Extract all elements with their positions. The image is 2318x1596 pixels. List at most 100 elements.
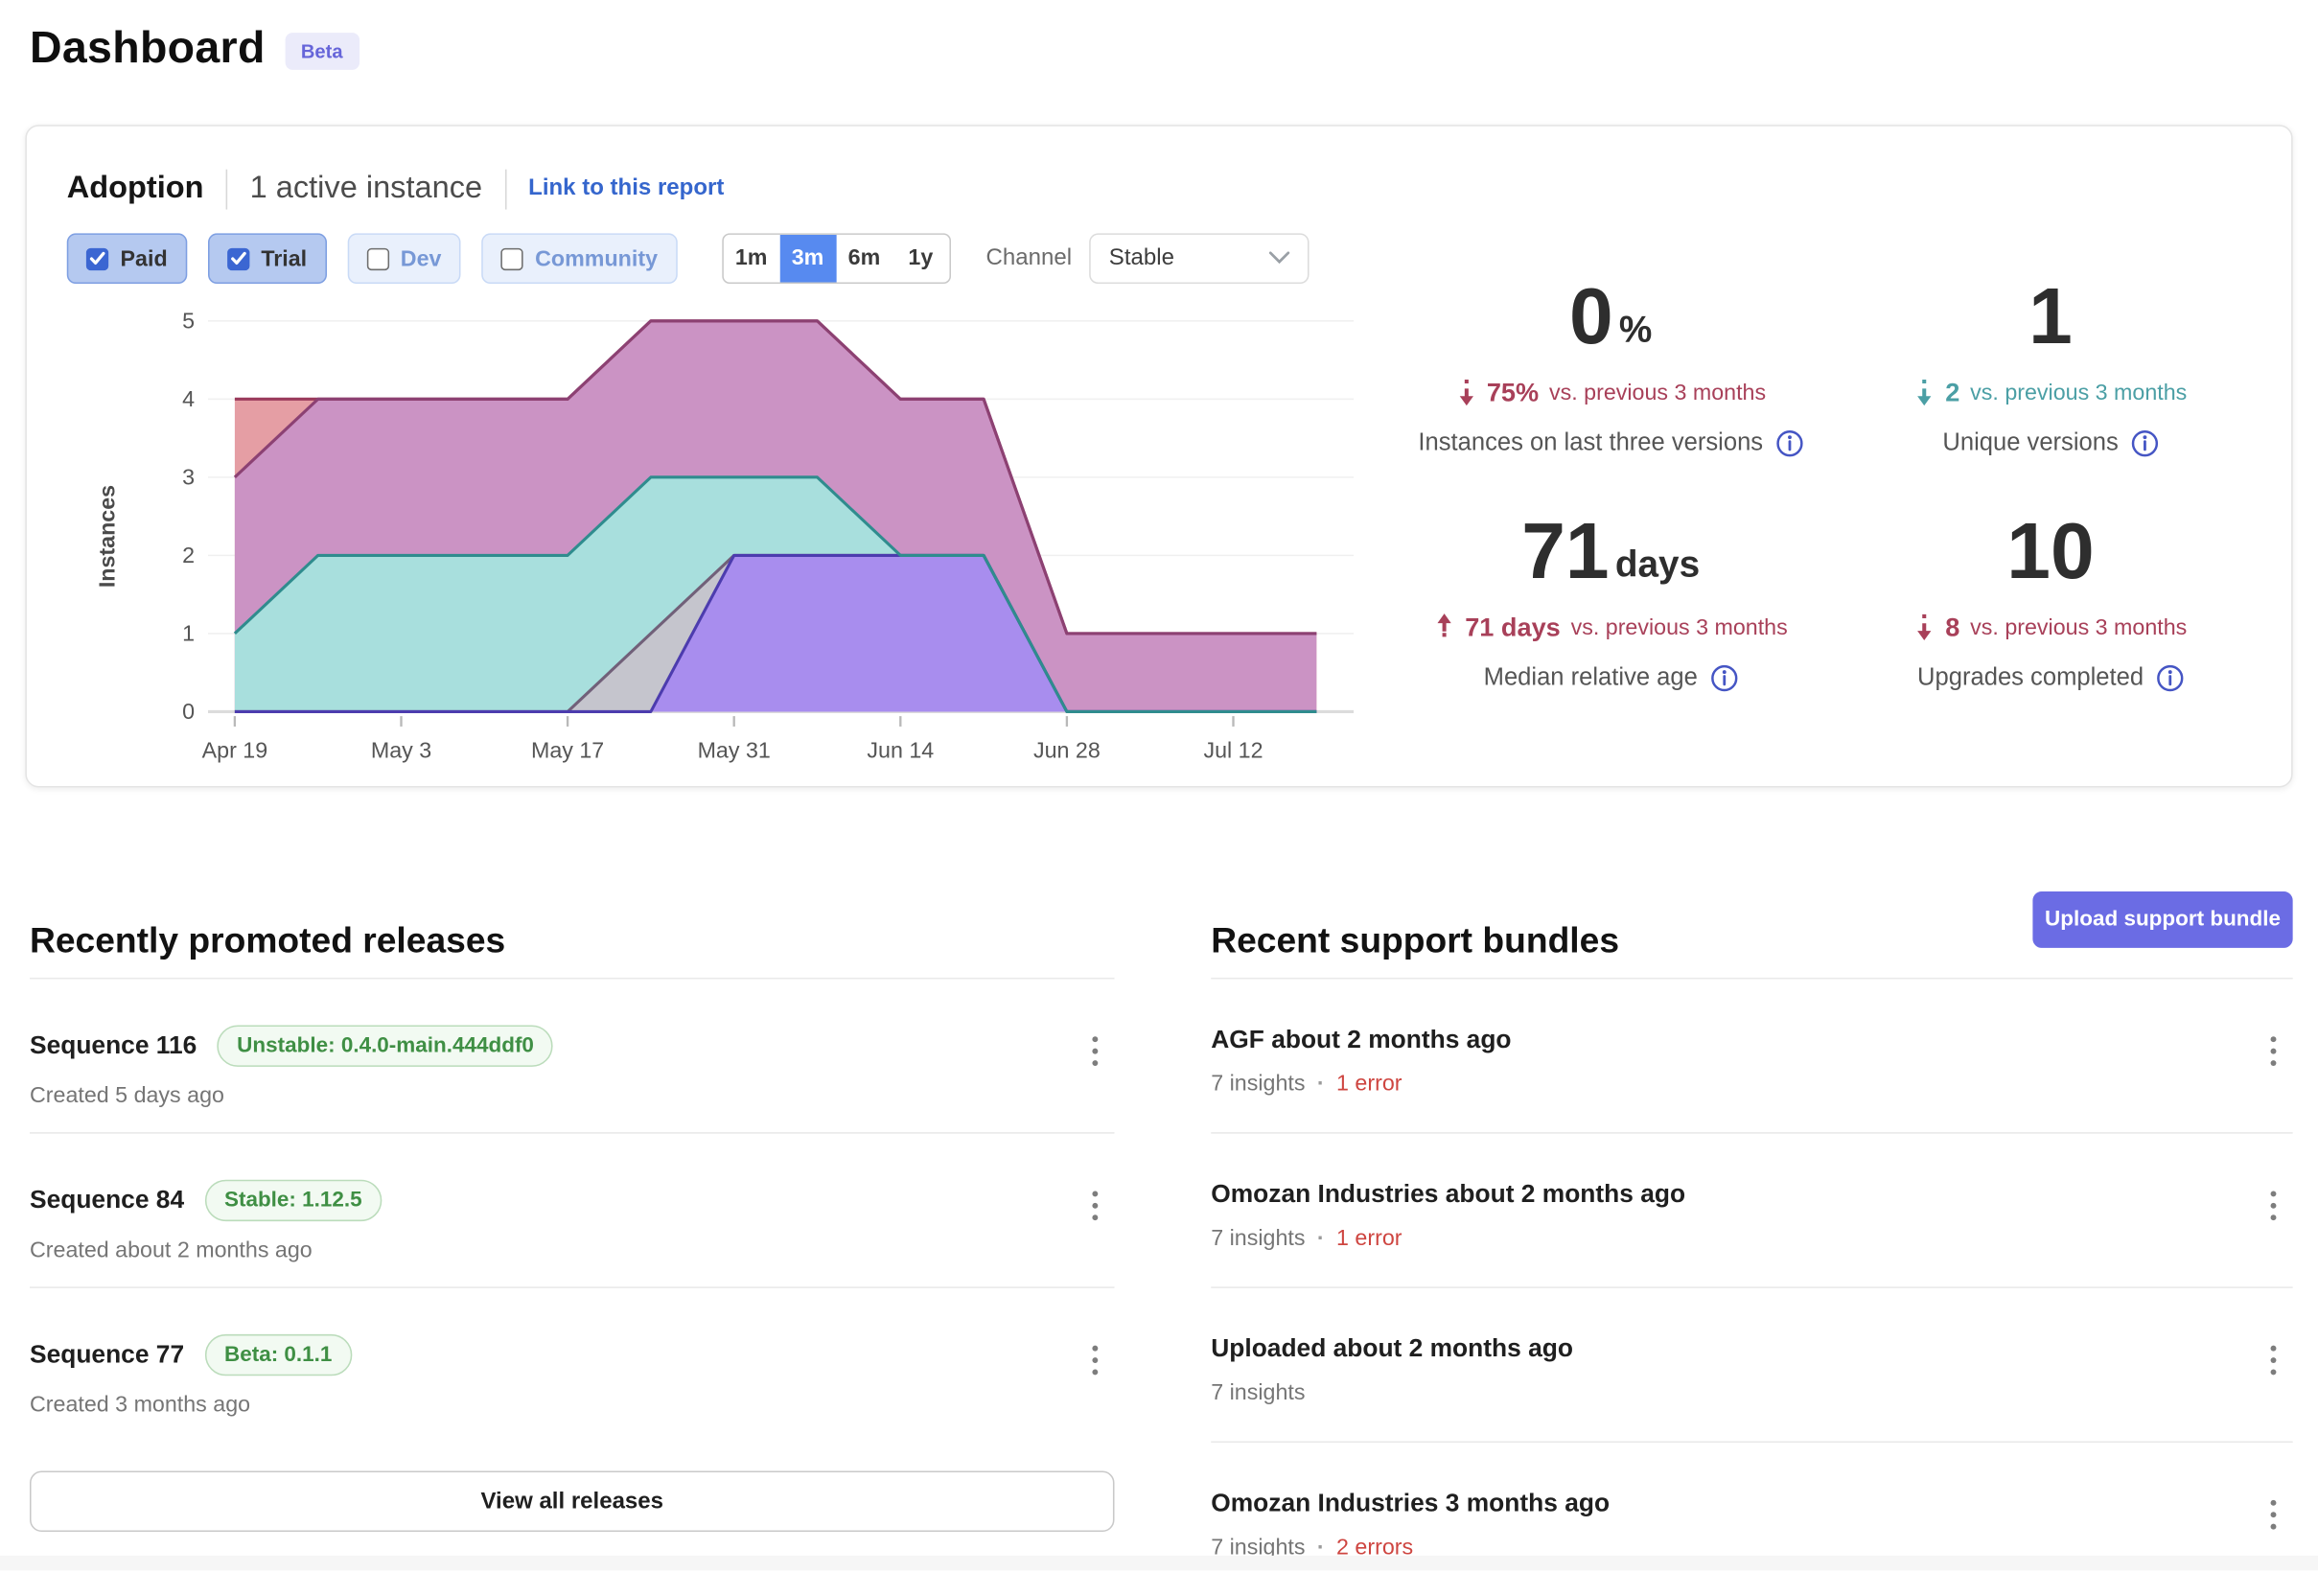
checkbox-unchecked-icon bbox=[500, 247, 523, 270]
stat-value: 71 days bbox=[1521, 508, 1701, 596]
releases-list: Sequence 116 Unstable: 0.4.0-main.444ddf0… bbox=[30, 977, 1115, 1442]
x-tick-label: Jun 14 bbox=[867, 738, 934, 763]
release-menu-button[interactable] bbox=[1081, 1032, 1108, 1071]
stat-value: 1 bbox=[2028, 273, 2073, 361]
stat-delta: 71 days vs. previous 3 months bbox=[1386, 611, 1835, 643]
release-channel-badge: Unstable: 0.4.0-main.444ddf0 bbox=[218, 1025, 554, 1067]
divider bbox=[504, 168, 506, 209]
range-6m[interactable]: 6m bbox=[847, 244, 881, 271]
filter-label: Community bbox=[535, 245, 658, 271]
bundle-meta: 7 insights bbox=[1211, 1380, 2292, 1405]
adoption-filters: Paid Trial Dev Community 1m 3m 6m 1y Channel S… bbox=[66, 233, 1310, 285]
x-tick-label: Jul 12 bbox=[1203, 738, 1263, 763]
bundle-menu-button[interactable] bbox=[2260, 1342, 2287, 1380]
checkbox-checked-icon bbox=[226, 247, 249, 270]
x-tick-label: May 17 bbox=[531, 738, 604, 763]
bundle-title: AGF about 2 months ago bbox=[1211, 1025, 1512, 1053]
stat-instances-on-last-three-versions: 0% 75% vs. previous 3 months Instances on l… bbox=[1386, 269, 1835, 504]
range-1y[interactable]: 1y bbox=[908, 244, 934, 271]
divider bbox=[225, 168, 228, 209]
y-tick-label: 2 bbox=[182, 543, 195, 567]
release-title-line: Sequence 77 Beta: 0.1.1 bbox=[30, 1333, 1115, 1376]
stat-unique-versions: 1 2 vs. previous 3 months Unique versions bbox=[1835, 269, 2266, 504]
stat-delta: 75% vs. previous 3 months bbox=[1386, 376, 1835, 408]
stat-delta: 2 vs. previous 3 months bbox=[1835, 376, 2266, 408]
release-row: Sequence 116 Unstable: 0.4.0-main.444ddf0… bbox=[30, 977, 1115, 1132]
release-title: Sequence 116 bbox=[30, 1030, 197, 1060]
filter-checkbox-dev[interactable]: Dev bbox=[346, 233, 461, 285]
bundle-insights: 7 insights bbox=[1211, 1071, 1306, 1097]
adoption-stats: 0% 75% vs. previous 3 months Instances on l… bbox=[1386, 269, 2266, 739]
bundle-title: Omozan Industries 3 months ago bbox=[1211, 1489, 1611, 1517]
meta-separator: · bbox=[1316, 1071, 1325, 1097]
support-bundle-row: Uploaded about 2 months ago 7 insights bbox=[1211, 1286, 2293, 1441]
stat-label: Instances on last three versions bbox=[1386, 429, 1835, 457]
meta-separator: · bbox=[1316, 1225, 1325, 1252]
stat-value: 0% bbox=[1569, 273, 1653, 361]
bundle-menu-button[interactable] bbox=[2260, 1496, 2287, 1535]
y-tick-label: 3 bbox=[182, 465, 195, 490]
link-to-report[interactable]: Link to this report bbox=[528, 174, 725, 201]
filter-checkbox-paid[interactable]: Paid bbox=[66, 233, 187, 285]
release-created: Created 3 months ago bbox=[30, 1392, 251, 1418]
kebab-menu-icon bbox=[2270, 1036, 2277, 1066]
x-tick-label: Jun 28 bbox=[1033, 738, 1101, 763]
channel-selected-value: Stable bbox=[1108, 244, 1174, 271]
kebab-menu-icon bbox=[1092, 1345, 1099, 1376]
bundles-heading: Recent support bundles bbox=[1211, 920, 1620, 961]
bundle-insights: 7 insights bbox=[1211, 1225, 1306, 1252]
filter-label: Dev bbox=[400, 245, 442, 271]
info-icon[interactable] bbox=[1774, 429, 1802, 457]
upload-support-bundle-button[interactable]: Upload support bundle bbox=[2032, 891, 2293, 948]
trend-down-arrow-icon bbox=[1917, 380, 1932, 406]
support-bundle-row: Omozan Industries 3 months ago 7 insights… bbox=[1211, 1441, 2293, 1596]
release-title-line: Sequence 84 Stable: 1.12.5 bbox=[30, 1179, 1115, 1222]
stat-median-relative-age: 71 days 71 days vs. previous 3 months Median… bbox=[1386, 503, 1835, 738]
range-3m-selected[interactable]: 3m bbox=[779, 234, 836, 283]
release-channel-badge: Stable: 1.12.5 bbox=[204, 1179, 382, 1222]
filter-checkbox-community[interactable]: Community bbox=[481, 233, 678, 285]
range-1m[interactable]: 1m bbox=[734, 244, 768, 271]
release-row: Sequence 77 Beta: 0.1.1 Created 3 months a… bbox=[30, 1286, 1115, 1441]
bundle-title: Uploaded about 2 months ago bbox=[1211, 1333, 1573, 1363]
release-menu-button[interactable] bbox=[1081, 1187, 1108, 1225]
y-tick-label: 4 bbox=[182, 386, 195, 411]
adoption-area-chart[interactable]: 0 1 2 3 4 5 Instances Apr 19 May 3 May 17 May 31 Ju… bbox=[91, 299, 1372, 766]
active-instance-count: 1 active instance bbox=[249, 171, 483, 205]
kebab-menu-icon bbox=[2270, 1345, 2277, 1376]
kebab-menu-icon bbox=[1092, 1036, 1099, 1066]
bundle-insights: 7 insights bbox=[1211, 1379, 1306, 1406]
bundle-title: Omozan Industries about 2 months ago bbox=[1211, 1179, 1686, 1209]
info-icon[interactable] bbox=[2155, 664, 2183, 692]
release-row: Sequence 84 Stable: 1.12.5 Created about 2… bbox=[30, 1132, 1115, 1286]
filter-checkbox-trial[interactable]: Trial bbox=[207, 233, 327, 285]
info-icon[interactable] bbox=[2130, 429, 2158, 457]
stat-label: Upgrades completed bbox=[1835, 664, 2266, 692]
y-axis-title: Instances bbox=[94, 485, 119, 588]
stat-delta: 8 vs. previous 3 months bbox=[1835, 611, 2266, 643]
bundles-list: AGF about 2 months ago 7 insights · 1 error… bbox=[1211, 977, 2293, 1596]
adoption-card-header: Adoption 1 active instance Link to this … bbox=[67, 165, 725, 213]
channel-select[interactable]: Stable bbox=[1089, 233, 1310, 285]
beta-badge: Beta bbox=[284, 32, 359, 70]
trend-down-arrow-icon bbox=[1917, 613, 1932, 641]
releases-heading: Recently promoted releases bbox=[30, 920, 506, 961]
y-tick-label: 1 bbox=[182, 621, 195, 646]
release-menu-button[interactable] bbox=[1081, 1342, 1108, 1380]
kebab-menu-icon bbox=[2270, 1191, 2277, 1221]
adoption-card: Adoption 1 active instance Link to this … bbox=[25, 125, 2293, 788]
view-all-releases-button[interactable]: View all releases bbox=[30, 1470, 1115, 1533]
release-created: Created 5 days ago bbox=[30, 1082, 224, 1109]
channel-label: Channel bbox=[985, 244, 1073, 271]
line-version-2 bbox=[233, 319, 1317, 636]
next-section-edge bbox=[0, 1555, 2318, 1571]
area-chart-svg: 0 1 2 3 4 5 Instances Apr 19 May 3 May 17 May 31 Ju… bbox=[94, 309, 1355, 763]
filter-label: Trial bbox=[261, 245, 308, 271]
bundle-menu-button[interactable] bbox=[2260, 1187, 2287, 1225]
stat-value: 10 bbox=[2006, 508, 2095, 596]
bundle-menu-button[interactable] bbox=[2260, 1032, 2287, 1071]
release-created: Created about 2 months ago bbox=[30, 1237, 313, 1263]
bundle-meta: 7 insights · 1 error bbox=[1211, 1226, 2292, 1251]
info-icon[interactable] bbox=[1709, 664, 1737, 692]
